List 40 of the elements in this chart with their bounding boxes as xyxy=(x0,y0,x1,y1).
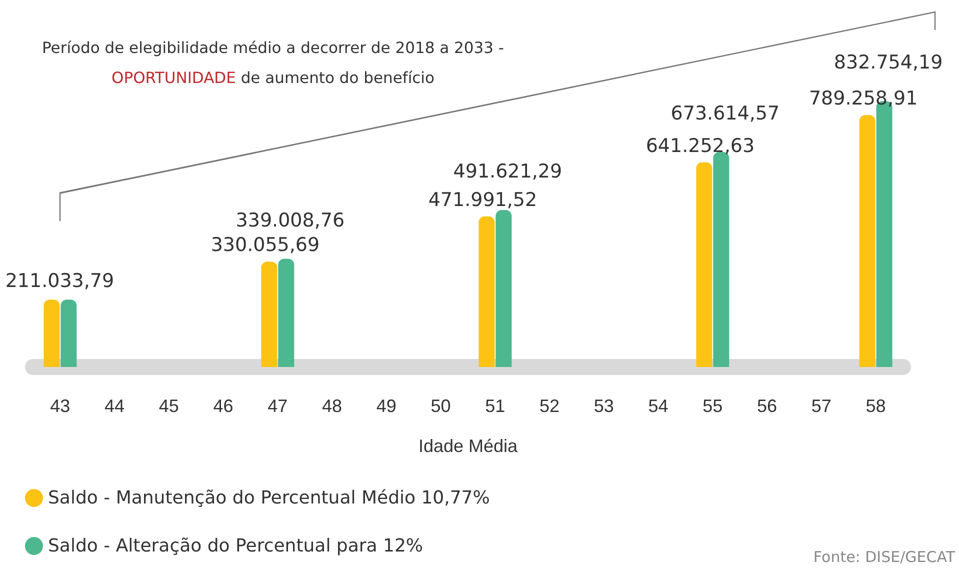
x-tick-label: 48 xyxy=(322,396,342,416)
x-tick-label: 54 xyxy=(648,396,668,416)
x-tick-label: 45 xyxy=(158,396,179,416)
x-tick-label: 49 xyxy=(376,396,396,416)
x-tick-label: 56 xyxy=(757,396,778,416)
legend-label: Saldo - Manutenção do Percentual Médio 10,77% xyxy=(48,488,490,508)
data-label: 673.614,57 xyxy=(670,102,780,124)
x-tick-label: 43 xyxy=(50,396,70,416)
data-label: 211.033,79 xyxy=(5,270,114,292)
bar xyxy=(696,162,712,367)
x-tick-label: 57 xyxy=(811,396,832,416)
text: Período de elegibilidade médio a decorrer de 2018 a 2033 - xyxy=(42,39,504,57)
data-label: 471.991,52 xyxy=(428,188,538,211)
x-tick-label: 47 xyxy=(268,396,288,416)
x-tick-label: 55 xyxy=(702,396,723,416)
bar xyxy=(859,115,876,367)
x-tick-label: 44 xyxy=(104,396,125,416)
source-note: Fonte: DISE/GECAT xyxy=(813,548,955,566)
x-tick-label: 50 xyxy=(430,396,451,416)
x-tick-label: 52 xyxy=(540,396,560,416)
data-label: 491.621,29 xyxy=(453,160,562,183)
x-tick-label: 46 xyxy=(213,396,234,416)
bar xyxy=(478,216,495,367)
bar xyxy=(44,300,60,367)
data-label: 641.252,63 xyxy=(646,134,755,157)
text: OPORTUNIDADE xyxy=(112,69,236,87)
x-tick-label: 53 xyxy=(594,396,614,416)
x-axis-title: Idade Média xyxy=(418,436,519,456)
data-label: 330.055,69 xyxy=(210,234,320,256)
bar xyxy=(496,210,512,367)
bar xyxy=(60,300,77,367)
data-label: 832.754,19 xyxy=(834,52,943,74)
bar xyxy=(278,258,294,367)
bar xyxy=(261,262,278,367)
data-label: 789.258,91 xyxy=(808,88,918,110)
data-label: 339.008,76 xyxy=(236,209,345,232)
x-tick-label: 58 xyxy=(866,396,886,416)
x-tick-label: 51 xyxy=(485,396,506,416)
text: de aumento do benefício xyxy=(240,69,434,87)
legend-label: Saldo - Alteração do Percentual para 12% xyxy=(48,536,424,556)
